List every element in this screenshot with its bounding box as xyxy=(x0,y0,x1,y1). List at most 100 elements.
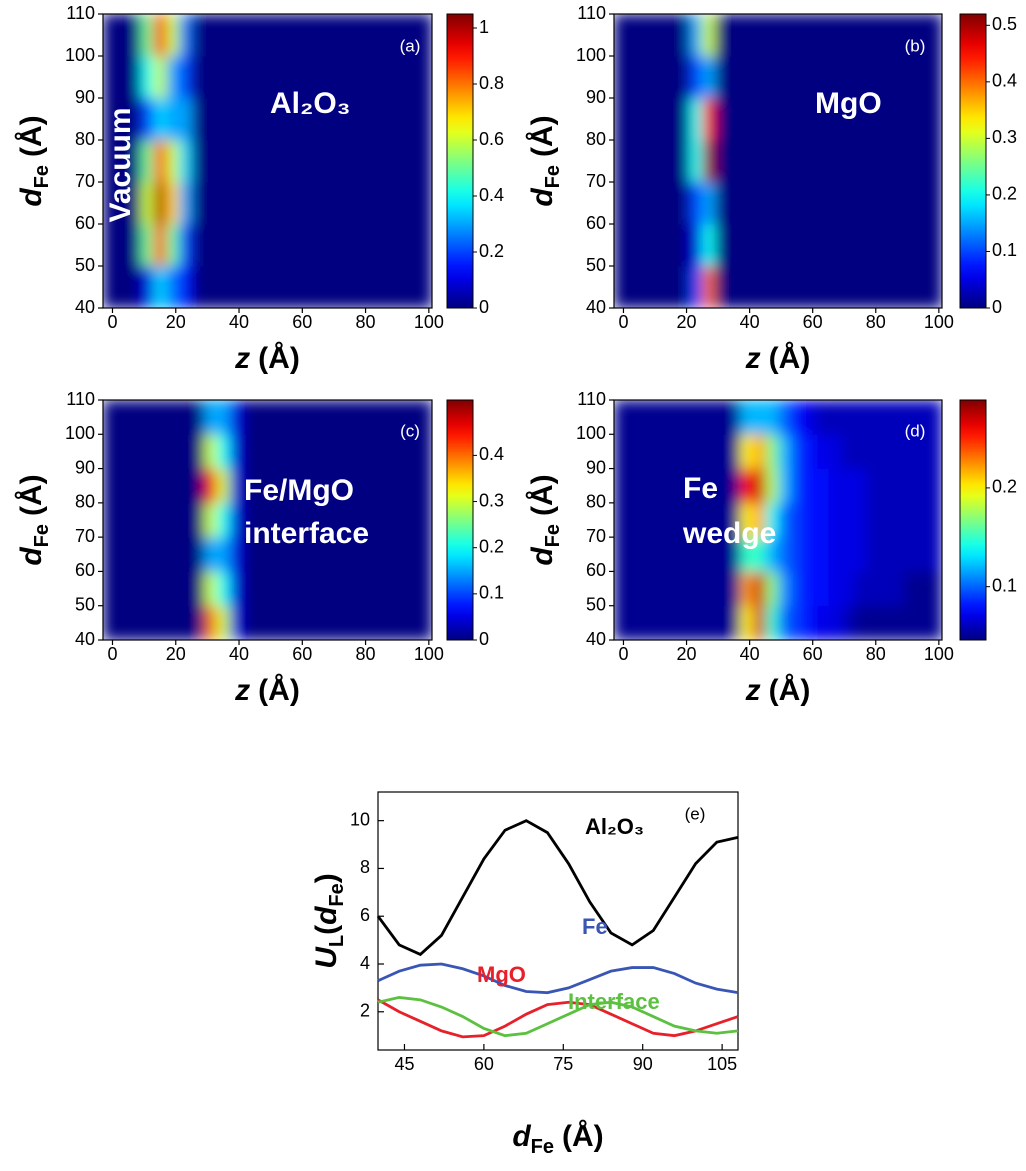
colorbar xyxy=(446,13,474,309)
heatmap-cell xyxy=(916,537,930,572)
heatmap-cell xyxy=(803,98,817,141)
heatmap-cell xyxy=(115,224,129,267)
heatmap-cell xyxy=(191,400,205,435)
heatmap-cell xyxy=(651,400,665,435)
axis-unit: (Å) xyxy=(258,342,300,375)
heatmap-cell xyxy=(677,434,691,470)
heatmap-cell xyxy=(714,224,729,267)
heatmap-cell xyxy=(904,537,918,572)
x-tick-label: 40 xyxy=(229,644,249,664)
heatmap-cell xyxy=(254,14,268,57)
heatmap-cell xyxy=(330,605,344,640)
heatmap-cell xyxy=(229,537,243,572)
heatmap-cell xyxy=(891,224,905,267)
heatmap-cell xyxy=(689,537,703,572)
heatmap-cell xyxy=(904,605,918,640)
heatmap-cell xyxy=(626,266,640,308)
heatmap-cell xyxy=(330,502,344,538)
heatmap-cell xyxy=(419,56,432,99)
y-tick-label: 6 xyxy=(360,905,370,925)
x-tick-label: 60 xyxy=(803,644,823,664)
annotation: Fe/MgO xyxy=(244,474,354,507)
heatmap-cell xyxy=(765,182,779,225)
x-axis-title: z (Å) xyxy=(234,342,300,375)
y-axis-title: UL(dFe) xyxy=(310,873,348,969)
heatmap-cell xyxy=(929,434,942,470)
heatmap-cell xyxy=(790,468,804,504)
heatmap-cell xyxy=(242,400,256,435)
heatmap-cell xyxy=(280,434,294,470)
heatmap-cell xyxy=(103,266,117,308)
annotation: Fe xyxy=(683,472,718,505)
heatmap-cell xyxy=(153,98,167,141)
heatmap-cell xyxy=(727,98,741,141)
heatmap-cell xyxy=(714,140,729,183)
heatmap-cell xyxy=(740,56,754,99)
heatmap-cell xyxy=(752,266,766,308)
heatmap-cell xyxy=(356,571,370,607)
heatmap-cell xyxy=(178,182,193,225)
heatmap-cell xyxy=(639,400,653,435)
heatmap-cell xyxy=(216,605,231,640)
heatmap-cell xyxy=(216,14,231,57)
annotation: (a) xyxy=(400,36,421,55)
x-tick-label: 0 xyxy=(107,312,117,332)
series-label: Fe xyxy=(582,914,608,939)
heatmap-cell xyxy=(242,140,256,183)
heatmap-cell xyxy=(664,400,678,435)
heatmap-cell xyxy=(815,571,829,607)
heatmap-cell xyxy=(803,224,817,267)
x-tick-label: 45 xyxy=(394,1054,414,1074)
heatmap-cell xyxy=(664,571,678,607)
heatmap-cell xyxy=(815,140,829,183)
heatmap-cell xyxy=(714,266,729,308)
heatmap-cell xyxy=(916,468,930,504)
heatmap-cell xyxy=(815,224,829,267)
heatmap-cell xyxy=(626,182,640,225)
colorbar-tick-label: 0.2 xyxy=(479,536,504,556)
heatmap-cell xyxy=(216,182,231,225)
heatmap-cell xyxy=(292,182,306,225)
heatmap-cell xyxy=(267,266,281,308)
heatmap-cell xyxy=(406,98,420,141)
heatmap-cell xyxy=(714,537,729,572)
heatmap-cell xyxy=(614,140,628,183)
heatmap-cell xyxy=(318,400,332,435)
heatmap-cell xyxy=(866,468,880,504)
heatmap-cell xyxy=(878,537,893,572)
heatmap-cell xyxy=(916,14,930,57)
heatmap-cell xyxy=(651,140,665,183)
heatmap-cell xyxy=(406,468,420,504)
axis-symbol: d xyxy=(526,188,559,207)
heatmap-cell xyxy=(280,537,294,572)
heatmap-cell xyxy=(381,98,395,141)
heatmap-cell xyxy=(204,98,218,141)
heatmap-cell xyxy=(153,266,167,308)
heatmap-cell xyxy=(406,502,420,538)
y-tick-label: 50 xyxy=(586,255,606,275)
heatmap-cells xyxy=(103,400,432,640)
heatmap-cell xyxy=(727,224,741,267)
x-tick-label: 0 xyxy=(618,312,628,332)
heatmap-cell xyxy=(204,224,218,267)
heatmap-cell xyxy=(128,571,142,607)
colorbar-tick-label: 0 xyxy=(992,297,1002,317)
heatmap-cell xyxy=(115,434,129,470)
heatmap-cell xyxy=(778,502,792,538)
heatmap-cell xyxy=(853,140,867,183)
heatmap-cell xyxy=(178,400,193,435)
heatmap-cell xyxy=(394,400,408,435)
axis-subscript: Fe xyxy=(542,524,564,547)
heatmap-cell xyxy=(853,266,867,308)
heatmap-cell xyxy=(343,182,357,225)
heatmap-cell xyxy=(166,605,180,640)
heatmap-cell xyxy=(140,140,155,183)
heatmap-cell xyxy=(140,468,155,504)
heatmap-cell xyxy=(891,14,905,57)
heatmap-cell xyxy=(204,605,218,640)
heatmap-cell xyxy=(765,140,779,183)
heatmap-cell xyxy=(204,571,218,607)
heatmap-cell xyxy=(356,224,370,267)
heatmap-cell xyxy=(254,266,268,308)
heatmap-cell xyxy=(103,605,117,640)
